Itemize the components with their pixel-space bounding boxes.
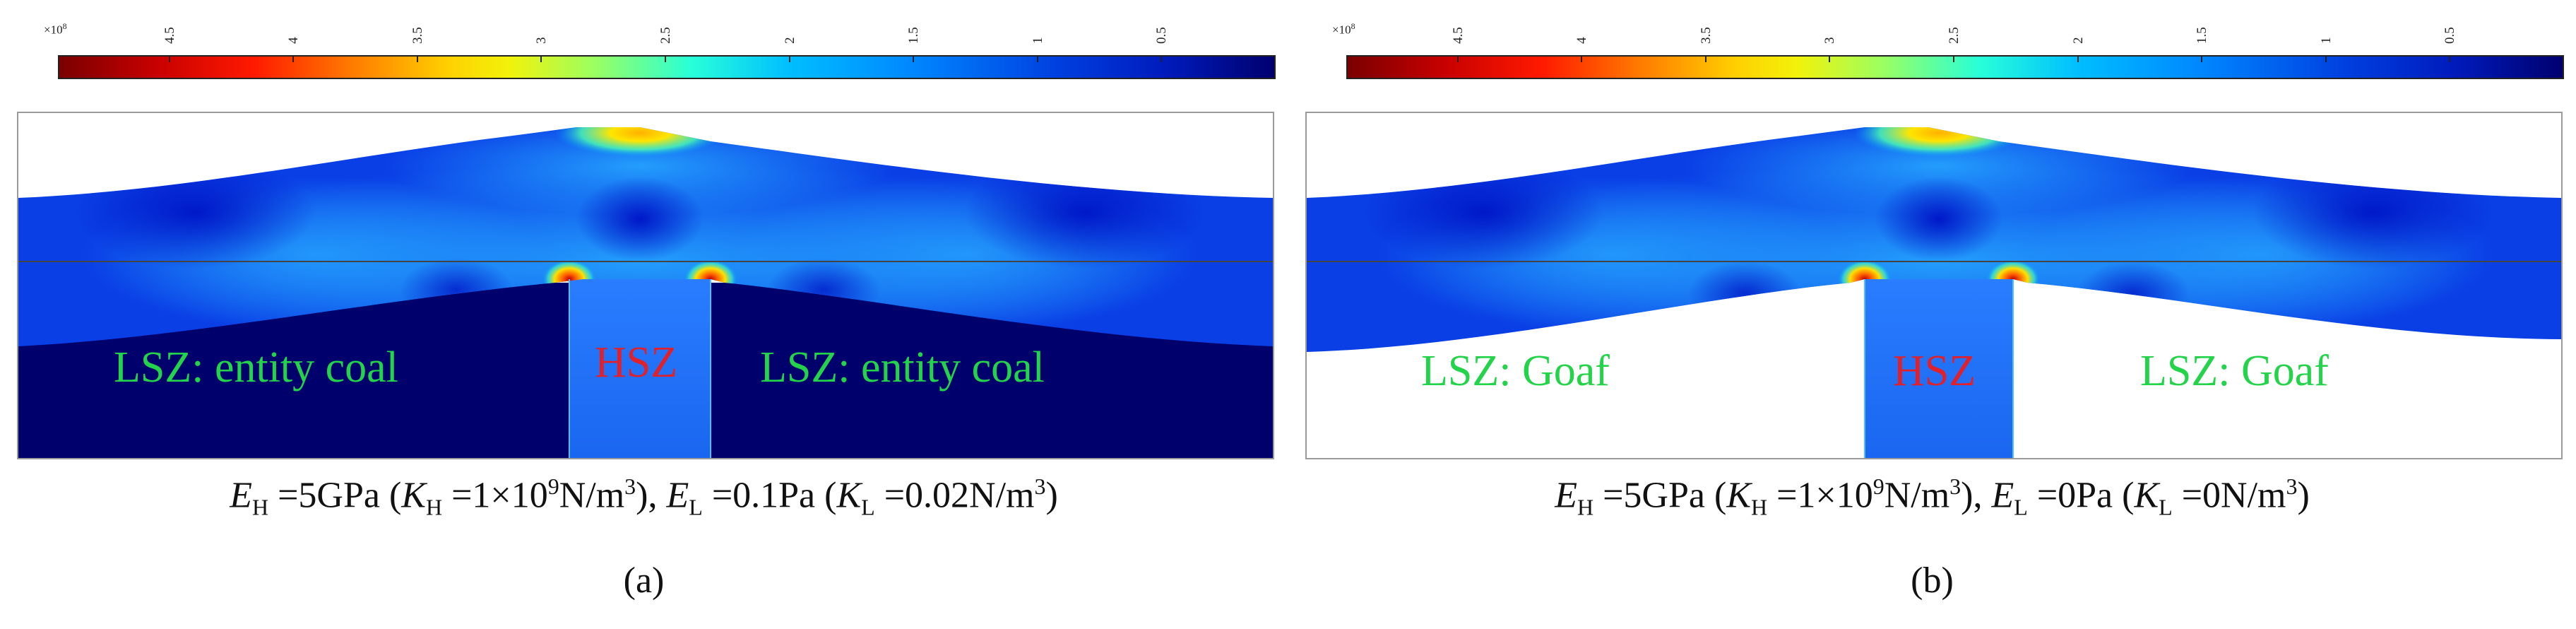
colorbar-tick-label: 4	[1574, 37, 1590, 45]
parameter-caption: EH =5GPa (KH =1×109N/m3), EL =0.1Pa (KL …	[230, 474, 1058, 520]
colorbar-tick	[1581, 55, 1583, 62]
colorbar-tick	[2449, 55, 2451, 62]
colorbar-tick	[416, 55, 418, 62]
colorbar-tick-label: 2.5	[1947, 27, 1961, 44]
colorbar-tick-label: 1	[1030, 37, 1045, 45]
colorbar-tick-label: 0.5	[1154, 27, 1170, 44]
stress-contour-svg	[1307, 127, 2561, 458]
colorbar-tick	[2077, 55, 2079, 62]
colorbar-tick	[1829, 55, 1831, 62]
colorbar-tick-label: 1	[2318, 37, 2334, 45]
colorbar-tick-label: 2.5	[658, 27, 673, 44]
right-zone-label: LSZ: entity coal	[760, 343, 1045, 392]
colorbar-tick-label: 4	[286, 37, 302, 45]
colorbar-tick-label: 0.5	[2443, 27, 2458, 44]
colorbar-tick	[2201, 55, 2203, 62]
hsz-pillar	[569, 279, 711, 458]
panel-a: ×108	[17, 21, 1276, 601]
colorbar-tick-label: 4.5	[1450, 27, 1466, 44]
colorbar-tick	[665, 55, 666, 62]
center-zone-label: HSZ	[1893, 347, 1976, 395]
stress-contour-svg	[18, 127, 1273, 458]
colorbar-tick	[168, 55, 170, 62]
colorbar-tick	[1036, 55, 1038, 62]
colorbar	[58, 55, 1276, 79]
colorbar-tick	[788, 55, 790, 62]
colorbar-tick-label: 2	[782, 37, 797, 45]
colorbar-tick	[1161, 55, 1163, 62]
right-zone-label: LSZ: Goaf	[2140, 347, 2329, 395]
colorbar-tick	[1704, 55, 1707, 62]
colorbar-tick-label: 3.5	[410, 27, 425, 44]
colorbar-tick	[540, 55, 542, 62]
panel-b: ×108	[1288, 0, 2576, 629]
stress-contour-plot: LSZ: Goaf HSZ LSZ: Goaf	[1305, 112, 2563, 459]
colorbar-tick-label: 3	[1822, 37, 1838, 45]
colorbar-tick-label: 1.5	[906, 27, 922, 44]
stress-contour-plot: LSZ: entity coal HSZ LSZ: entity coal	[17, 112, 1274, 459]
colorbar-tick-label: 2	[2070, 37, 2086, 45]
colorbar-tick	[1953, 55, 1954, 62]
hsz-pillar	[1865, 279, 2013, 458]
colorbar-exponent: ×108	[44, 21, 67, 37]
colorbar-tick-label: 3.5	[1698, 27, 1714, 44]
left-zone-label: LSZ: entity coal	[114, 343, 398, 392]
colorbar-tick-label: 1.5	[2195, 27, 2210, 44]
panel-label: (b)	[1911, 560, 1954, 601]
left-zone-label: LSZ: Goaf	[1421, 347, 1610, 395]
colorbar-tick	[913, 55, 915, 62]
colorbar-exponent: ×108	[1332, 21, 1355, 37]
colorbar-tick	[292, 55, 295, 62]
colorbar-tick	[1456, 55, 1459, 62]
parameter-caption: EH =5GPa (KH =1×109N/m3), EL =0Pa (KL =0…	[1555, 474, 2310, 520]
colorbar-tick-label: 3	[534, 37, 550, 45]
colorbar-tick	[2325, 55, 2327, 62]
colorbar	[1346, 55, 2564, 79]
colorbar-tick-label: 4.5	[162, 27, 177, 44]
center-zone-label: HSZ	[595, 339, 678, 387]
panel-label: (a)	[623, 560, 665, 601]
